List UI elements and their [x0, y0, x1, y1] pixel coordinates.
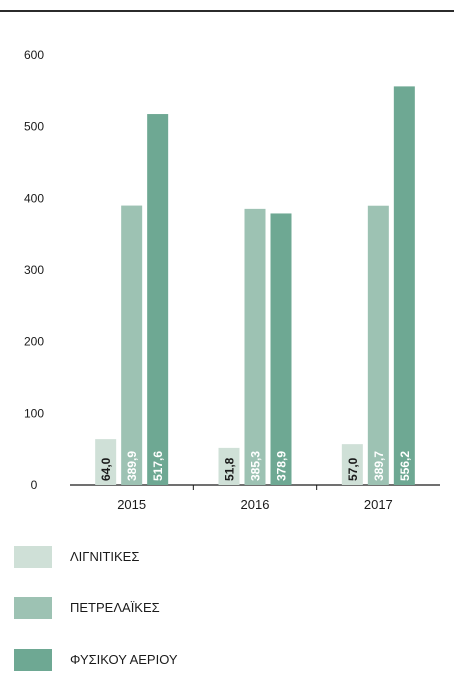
legend-label-natural-gas: ΦΥΣΙΚΟΥ ΑΕΡΙΟΥ [70, 652, 178, 667]
legend-swatch-lignite [14, 546, 52, 568]
y-tick-label: 200 [24, 335, 44, 349]
bar [367, 205, 389, 485]
bar [121, 205, 143, 486]
x-tick-label: 2016 [241, 497, 270, 512]
bar [341, 444, 363, 485]
y-tick-label: 500 [24, 120, 44, 134]
bar-value-label: 64,0 [99, 457, 113, 481]
y-tick-label: 400 [24, 191, 44, 205]
bar [147, 114, 169, 485]
y-tick-label: 0 [31, 478, 38, 492]
bar-value-label: 378,9 [275, 451, 289, 481]
bar [270, 213, 292, 485]
x-tick-label: 2017 [364, 497, 393, 512]
y-tick-label: 600 [24, 48, 44, 62]
bar-value-label: 385,3 [249, 451, 263, 481]
bar [95, 439, 117, 485]
bar-value-label: 517,6 [151, 451, 165, 481]
y-tick-label: 100 [24, 406, 44, 420]
x-tick-label: 2015 [117, 497, 146, 512]
bar [393, 86, 415, 485]
legend-label-lignite: ΛΙΓΝΙΤΙΚΕΣ [70, 549, 140, 564]
bar-value-label: 57,0 [346, 457, 360, 481]
bar-value-label: 556,2 [398, 451, 412, 481]
legend-swatch-oil [14, 597, 52, 619]
bar [218, 447, 240, 485]
bar [244, 208, 266, 485]
bar-value-label: 389,9 [125, 451, 139, 481]
y-tick-label: 300 [24, 263, 44, 277]
top-rule [0, 10, 454, 12]
legend-swatch-natural-gas [14, 649, 52, 671]
bar-value-label: 389,7 [372, 451, 386, 481]
legend-label-oil: ΠΕΤΡΕΛΑΪΚΕΣ [70, 600, 160, 615]
bar-value-label: 51,8 [223, 457, 237, 481]
bar-chart: 0 100 200 300 400 500 600 64,0 389,9 517,6 2015 51,… [24, 48, 440, 512]
